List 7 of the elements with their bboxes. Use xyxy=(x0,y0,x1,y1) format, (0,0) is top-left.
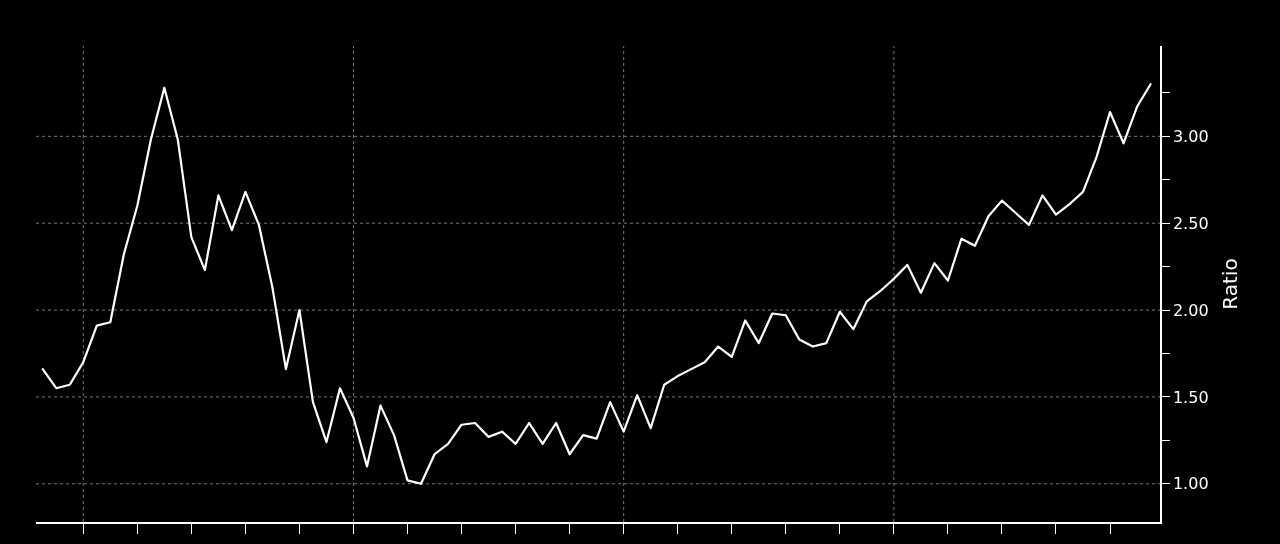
line-series xyxy=(41,83,1152,485)
y-tick-label: 1.00 xyxy=(1172,474,1209,494)
y-tick-label: 1.50 xyxy=(1172,387,1209,407)
y-tick-label: 2.00 xyxy=(1172,300,1209,320)
y-axis-title: Ratio xyxy=(1217,258,1242,310)
y-tick-label: 2.50 xyxy=(1172,213,1209,233)
y-tick-label: 3.00 xyxy=(1172,126,1209,146)
